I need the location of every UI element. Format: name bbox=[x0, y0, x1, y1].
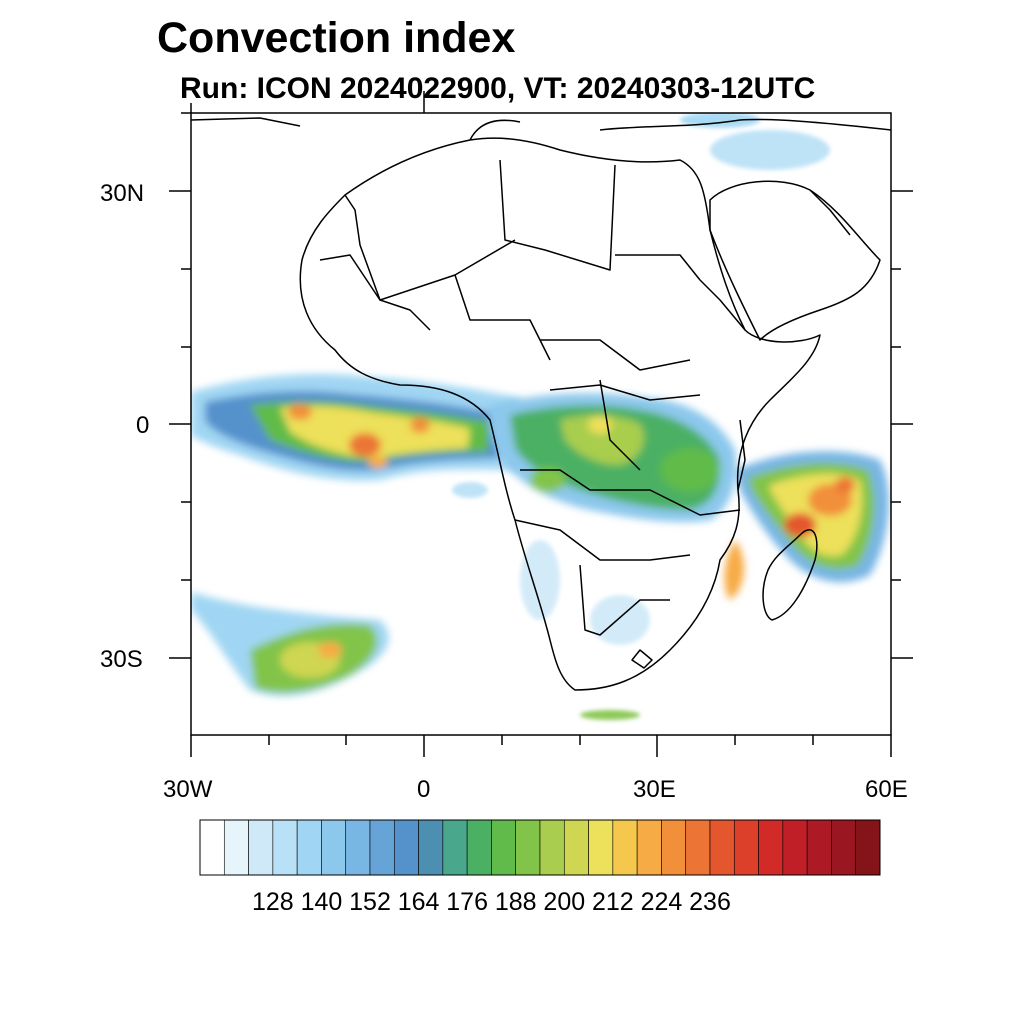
chart-title: Convection index bbox=[157, 14, 516, 62]
colorbar-swatch bbox=[831, 819, 857, 876]
lon-label-30e: 30E bbox=[633, 776, 676, 803]
colorbar-label: 152 bbox=[349, 888, 391, 916]
lon-label-30w: 30W bbox=[163, 776, 213, 803]
colorbar-label: 176 bbox=[446, 888, 488, 916]
colorbar-swatch bbox=[272, 819, 298, 876]
colorbar bbox=[199, 819, 881, 876]
lat-label-0: 0 bbox=[136, 412, 150, 439]
colorbar-label: 128 bbox=[251, 888, 294, 916]
colorbar-swatch bbox=[418, 819, 444, 876]
colorbar-swatch bbox=[248, 819, 274, 876]
chart-subtitle: Run: ICON 2024022900, VT: 20240303-12UTC bbox=[180, 72, 816, 105]
colorbar-swatch bbox=[563, 819, 589, 876]
lat-label-30n: 30N bbox=[100, 180, 145, 207]
colorbar-label: 188 bbox=[494, 888, 537, 916]
colorbar-swatch bbox=[491, 819, 517, 876]
colorbar-label: 164 bbox=[397, 888, 440, 916]
colorbar-swatch bbox=[661, 819, 687, 876]
lon-label-0: 0 bbox=[417, 776, 431, 803]
colorbar-swatch bbox=[345, 819, 371, 876]
colorbar-label: 224 bbox=[640, 888, 683, 916]
colorbar-label: 200 bbox=[543, 888, 586, 916]
colorbar-frame bbox=[199, 819, 881, 876]
colorbar-swatch bbox=[539, 819, 565, 876]
colorbar-swatch bbox=[369, 819, 395, 876]
coastline-borders bbox=[191, 117, 891, 691]
colorbar-swatch bbox=[466, 819, 492, 876]
lat-label-30s: 30S bbox=[100, 646, 143, 673]
colorbar-swatch bbox=[782, 819, 808, 876]
colorbar-swatch bbox=[636, 819, 662, 876]
colorbar-swatch bbox=[685, 819, 711, 876]
colorbar-swatch bbox=[806, 819, 832, 876]
colorbar-swatch bbox=[612, 819, 638, 876]
colorbar-swatch bbox=[223, 819, 249, 876]
colorbar-swatch bbox=[393, 819, 419, 876]
colorbar-label: 212 bbox=[591, 888, 634, 916]
colorbar-swatch bbox=[442, 819, 468, 876]
lon-label-60e: 60E bbox=[865, 776, 908, 803]
colorbar-label: 236 bbox=[689, 888, 731, 916]
colorbar-swatch bbox=[588, 819, 614, 876]
colorbar-swatch bbox=[709, 819, 735, 876]
colorbar-swatch bbox=[321, 819, 347, 876]
colorbar-swatch bbox=[733, 819, 759, 876]
colorbar-swatch bbox=[515, 819, 541, 876]
axis-ticks bbox=[169, 91, 913, 757]
colorbar-swatch bbox=[199, 819, 225, 876]
convection-shading bbox=[191, 113, 891, 720]
colorbar-swatch bbox=[855, 819, 881, 876]
colorbar-swatch bbox=[296, 819, 322, 876]
colorbar-swatch bbox=[758, 819, 784, 876]
colorbar-label: 140 bbox=[300, 888, 343, 916]
